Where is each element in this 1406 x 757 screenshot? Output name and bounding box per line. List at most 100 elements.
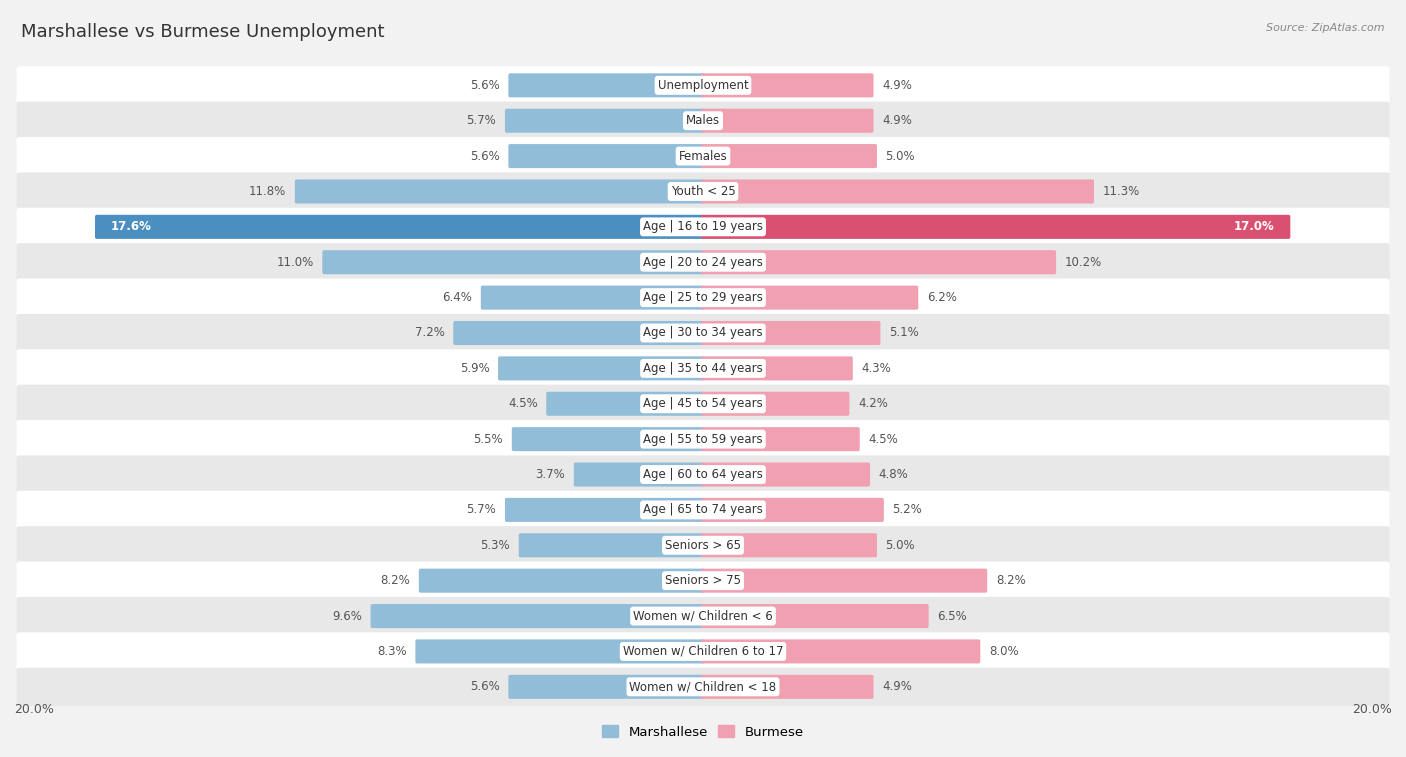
FancyBboxPatch shape <box>702 604 928 628</box>
Text: 5.7%: 5.7% <box>467 114 496 127</box>
FancyBboxPatch shape <box>702 498 884 522</box>
FancyBboxPatch shape <box>371 604 704 628</box>
Text: 5.6%: 5.6% <box>470 79 499 92</box>
Text: Seniors > 75: Seniors > 75 <box>665 574 741 587</box>
Text: Women w/ Children 6 to 17: Women w/ Children 6 to 17 <box>623 645 783 658</box>
FancyBboxPatch shape <box>322 251 704 274</box>
FancyBboxPatch shape <box>519 533 704 557</box>
FancyBboxPatch shape <box>17 137 1389 175</box>
Text: 5.0%: 5.0% <box>886 539 915 552</box>
FancyBboxPatch shape <box>415 640 704 663</box>
FancyBboxPatch shape <box>17 668 1389 706</box>
Text: Youth < 25: Youth < 25 <box>671 185 735 198</box>
Text: Age | 45 to 54 years: Age | 45 to 54 years <box>643 397 763 410</box>
FancyBboxPatch shape <box>17 173 1389 210</box>
FancyBboxPatch shape <box>702 640 980 663</box>
FancyBboxPatch shape <box>702 215 1291 239</box>
FancyBboxPatch shape <box>702 251 1056 274</box>
FancyBboxPatch shape <box>481 285 704 310</box>
Text: Marshallese vs Burmese Unemployment: Marshallese vs Burmese Unemployment <box>21 23 385 41</box>
Text: 4.9%: 4.9% <box>882 681 912 693</box>
Text: 8.2%: 8.2% <box>995 574 1025 587</box>
Text: 4.3%: 4.3% <box>862 362 891 375</box>
FancyBboxPatch shape <box>702 321 880 345</box>
Text: 4.5%: 4.5% <box>508 397 537 410</box>
Text: Females: Females <box>679 150 727 163</box>
FancyBboxPatch shape <box>96 215 704 239</box>
FancyBboxPatch shape <box>17 207 1389 246</box>
FancyBboxPatch shape <box>505 109 704 132</box>
Text: 5.9%: 5.9% <box>460 362 489 375</box>
Text: 9.6%: 9.6% <box>332 609 361 622</box>
Text: 17.6%: 17.6% <box>111 220 152 233</box>
Text: 4.5%: 4.5% <box>869 433 898 446</box>
Text: Women w/ Children < 18: Women w/ Children < 18 <box>630 681 776 693</box>
Text: 5.6%: 5.6% <box>470 681 499 693</box>
FancyBboxPatch shape <box>702 285 918 310</box>
FancyBboxPatch shape <box>702 109 873 132</box>
Text: Age | 20 to 24 years: Age | 20 to 24 years <box>643 256 763 269</box>
FancyBboxPatch shape <box>17 632 1389 671</box>
Text: Age | 25 to 29 years: Age | 25 to 29 years <box>643 291 763 304</box>
Text: 8.3%: 8.3% <box>377 645 406 658</box>
Text: 8.2%: 8.2% <box>381 574 411 587</box>
Text: 10.2%: 10.2% <box>1064 256 1102 269</box>
Text: 11.0%: 11.0% <box>277 256 314 269</box>
FancyBboxPatch shape <box>17 597 1389 635</box>
Text: 7.2%: 7.2% <box>415 326 444 339</box>
Text: Males: Males <box>686 114 720 127</box>
Text: 6.4%: 6.4% <box>443 291 472 304</box>
FancyBboxPatch shape <box>702 179 1094 204</box>
FancyBboxPatch shape <box>17 243 1389 282</box>
FancyBboxPatch shape <box>702 144 877 168</box>
Text: Unemployment: Unemployment <box>658 79 748 92</box>
FancyBboxPatch shape <box>17 456 1389 494</box>
Text: Source: ZipAtlas.com: Source: ZipAtlas.com <box>1267 23 1385 33</box>
Text: 4.9%: 4.9% <box>882 114 912 127</box>
FancyBboxPatch shape <box>509 144 704 168</box>
Text: Seniors > 65: Seniors > 65 <box>665 539 741 552</box>
FancyBboxPatch shape <box>702 427 859 451</box>
Text: 5.6%: 5.6% <box>470 150 499 163</box>
Text: 6.5%: 6.5% <box>938 609 967 622</box>
FancyBboxPatch shape <box>17 349 1389 388</box>
Text: 20.0%: 20.0% <box>14 703 53 716</box>
Text: Age | 30 to 34 years: Age | 30 to 34 years <box>643 326 763 339</box>
FancyBboxPatch shape <box>17 420 1389 458</box>
Text: 4.8%: 4.8% <box>879 468 908 481</box>
FancyBboxPatch shape <box>574 463 704 487</box>
Text: Age | 35 to 44 years: Age | 35 to 44 years <box>643 362 763 375</box>
Text: 5.3%: 5.3% <box>481 539 510 552</box>
Text: 5.2%: 5.2% <box>893 503 922 516</box>
FancyBboxPatch shape <box>17 491 1389 529</box>
Text: Age | 60 to 64 years: Age | 60 to 64 years <box>643 468 763 481</box>
FancyBboxPatch shape <box>17 526 1389 565</box>
Text: 20.0%: 20.0% <box>1353 703 1392 716</box>
Text: 6.2%: 6.2% <box>927 291 956 304</box>
Legend: Marshallese, Burmese: Marshallese, Burmese <box>596 720 810 744</box>
FancyBboxPatch shape <box>702 533 877 557</box>
FancyBboxPatch shape <box>505 498 704 522</box>
FancyBboxPatch shape <box>547 391 704 416</box>
FancyBboxPatch shape <box>453 321 704 345</box>
Text: 5.5%: 5.5% <box>474 433 503 446</box>
FancyBboxPatch shape <box>17 101 1389 140</box>
Text: 17.0%: 17.0% <box>1234 220 1275 233</box>
FancyBboxPatch shape <box>509 73 704 98</box>
Text: Age | 55 to 59 years: Age | 55 to 59 years <box>643 433 763 446</box>
FancyBboxPatch shape <box>512 427 704 451</box>
FancyBboxPatch shape <box>17 562 1389 600</box>
FancyBboxPatch shape <box>419 569 704 593</box>
FancyBboxPatch shape <box>17 279 1389 316</box>
FancyBboxPatch shape <box>702 73 873 98</box>
FancyBboxPatch shape <box>702 391 849 416</box>
FancyBboxPatch shape <box>509 674 704 699</box>
Text: 3.7%: 3.7% <box>536 468 565 481</box>
Text: 5.7%: 5.7% <box>467 503 496 516</box>
Text: 8.0%: 8.0% <box>988 645 1018 658</box>
FancyBboxPatch shape <box>702 357 853 381</box>
Text: 5.1%: 5.1% <box>889 326 918 339</box>
Text: Age | 65 to 74 years: Age | 65 to 74 years <box>643 503 763 516</box>
Text: Women w/ Children < 6: Women w/ Children < 6 <box>633 609 773 622</box>
FancyBboxPatch shape <box>702 463 870 487</box>
